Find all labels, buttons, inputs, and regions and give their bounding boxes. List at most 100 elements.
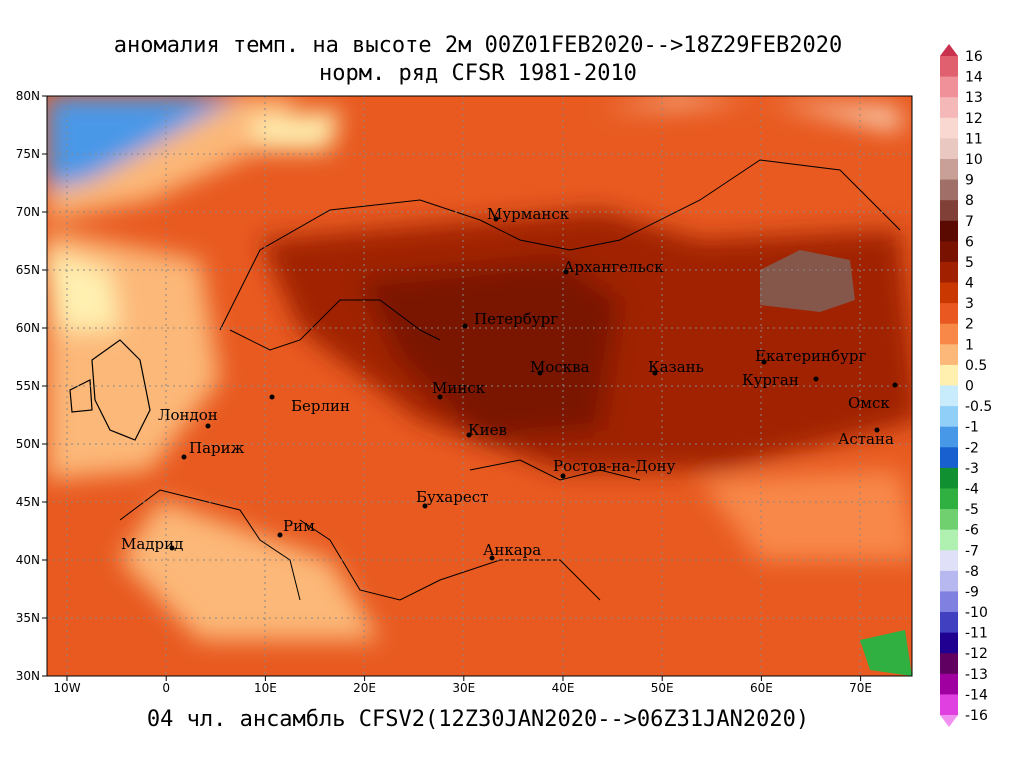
colorbar-swatch [940, 385, 958, 407]
colorbar-swatch [940, 261, 958, 284]
colorbar-label: 0 [965, 379, 974, 395]
x-tick-label: 10W [53, 681, 80, 695]
city-label: Киев [468, 421, 507, 439]
map-field [47, 96, 912, 676]
colorbar-label: -0.5 [965, 399, 992, 415]
colorbar-swatch [940, 97, 958, 119]
graticule [47, 96, 912, 676]
city-dot [462, 323, 468, 329]
y-tick-label: 75N [16, 147, 40, 161]
city-dot [181, 454, 187, 460]
city-label: Омск [848, 394, 890, 412]
subtitle: норм. ряд CFSR 1981-2010 [319, 61, 637, 86]
city-label: Бухарест [416, 488, 488, 506]
colorbar-swatch [940, 76, 958, 98]
colorbar-swatch [940, 426, 958, 448]
x-tick-label: 70E [849, 681, 872, 695]
city-dot [761, 359, 767, 365]
colorbar-swatch [940, 529, 958, 551]
city-label: Архангельск [563, 258, 664, 276]
colorbar-label: 11 [965, 131, 983, 147]
city-dot [466, 432, 472, 438]
city-dot [489, 555, 495, 561]
colorbar-swatch [940, 467, 958, 489]
colorbar-swatch [940, 488, 958, 510]
city-label: Берлин [291, 397, 350, 415]
colorbar-label: 10 [965, 152, 983, 168]
city-label: Мадрид [121, 535, 183, 553]
colorbar-swatch [940, 138, 958, 160]
colorbar-label: -7 [965, 543, 979, 559]
colorbar-label: 4 [965, 276, 974, 292]
colorbar-swatch [940, 200, 958, 222]
colorbar-swatch [940, 282, 958, 304]
city-label: Рим [283, 517, 315, 535]
colorbar-arrow [940, 715, 958, 727]
colorbar-label: 3 [965, 296, 974, 312]
colorbar-swatch [940, 406, 958, 428]
colorbar-label: -5 [965, 502, 979, 518]
x-tick-label: 60E [750, 681, 773, 695]
colorbar-label: -3 [965, 461, 979, 477]
colorbar-label: -2 [965, 440, 979, 456]
colorbar-swatch [940, 447, 958, 469]
city-dot [537, 370, 543, 376]
colorbar-swatch [940, 653, 958, 675]
colorbar-swatch [940, 612, 958, 634]
y-tick-label: 40N [16, 553, 40, 567]
colorbar-arrow [940, 44, 958, 56]
colorbar-swatch [940, 509, 958, 531]
x-tick-label: 40E [552, 681, 575, 695]
colorbar-label: 1 [965, 337, 974, 353]
y-tick-label: 35N [16, 611, 40, 625]
city-label: Мурманск [487, 205, 570, 223]
x-tick-label: 30E [452, 681, 475, 695]
colorbar-label: -13 [965, 667, 988, 683]
colorbar-label: -16 [965, 708, 988, 724]
colorbar-label: -12 [965, 646, 988, 662]
colorbar-label: 7 [965, 214, 974, 230]
colorbar-label: -9 [965, 584, 979, 600]
city-label: Минск [432, 379, 486, 397]
colorbar-label: 12 [965, 111, 983, 127]
colorbar-label: -1 [965, 420, 979, 436]
city-dot [652, 370, 658, 376]
colorbar-label: -14 [965, 687, 988, 703]
colorbar-swatch [940, 344, 958, 366]
colorbar-swatch [940, 632, 958, 654]
colorbar-swatch [940, 220, 958, 242]
colorbar-label: 13 [965, 90, 983, 106]
colorbar-label: 8 [965, 193, 974, 209]
colorbar-swatch [940, 56, 958, 78]
colorbar-swatch [940, 158, 958, 181]
city-dot [277, 532, 283, 538]
y-tick-label: 70N [16, 205, 40, 219]
y-tick-label: 30N [16, 669, 40, 683]
colorbar-label: -10 [965, 605, 988, 621]
x-tick-label: 20E [353, 681, 376, 695]
colorbar-swatch [940, 117, 958, 139]
x-tick-label: 50E [651, 681, 674, 695]
colorbar-label: 14 [965, 70, 983, 86]
colorbar-label: -11 [965, 626, 988, 642]
city-dot [892, 382, 898, 388]
city-label: Лондон [158, 406, 218, 424]
y-tick-label: 55N [16, 379, 40, 393]
colorbar-swatch [940, 364, 958, 386]
city-label: Анкара [483, 541, 541, 559]
y-tick-label: 65N [16, 263, 40, 277]
colorbar-label: 9 [965, 173, 974, 189]
city-dot [563, 269, 569, 275]
colorbar-swatch [940, 591, 958, 613]
y-tick-label: 80N [16, 89, 40, 103]
city-dot [422, 503, 428, 509]
city-label: Курган [742, 371, 799, 389]
colorbar-label: 2 [965, 317, 974, 333]
y-tick-label: 45N [16, 495, 40, 509]
city-dot [169, 545, 175, 551]
city-label: Петербург [474, 310, 558, 328]
city-dot [493, 216, 499, 222]
city-dot [560, 473, 566, 479]
colorbar-swatch [940, 694, 958, 716]
